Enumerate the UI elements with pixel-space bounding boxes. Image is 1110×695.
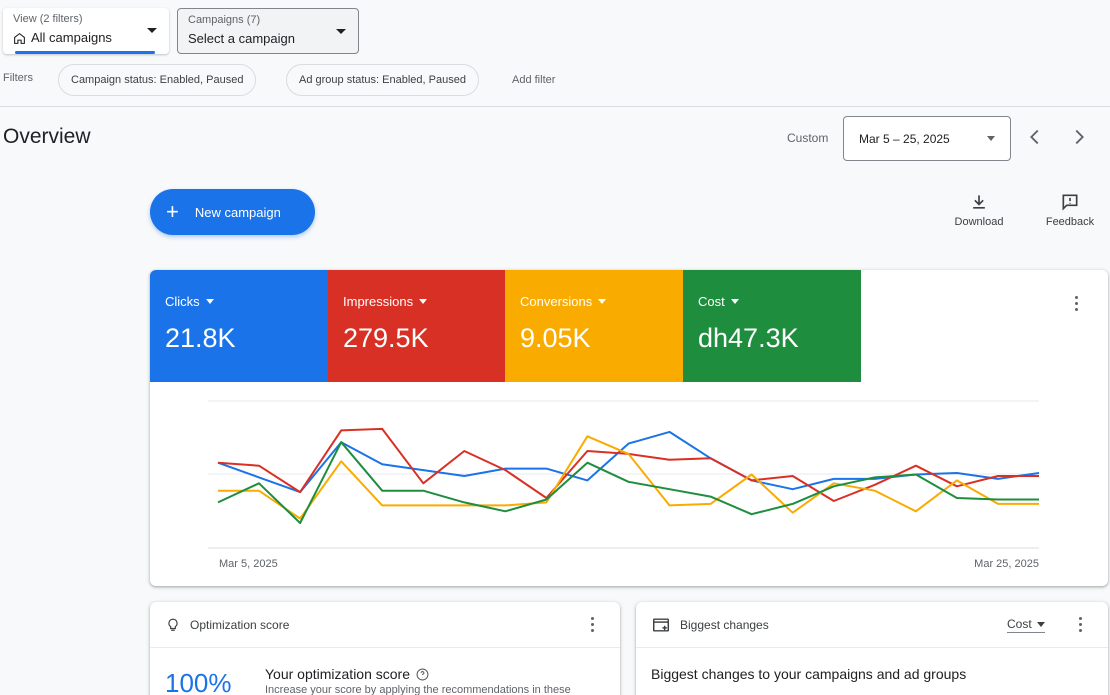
feedback-icon (1062, 194, 1078, 211)
caret-down-icon (205, 299, 214, 304)
optimization-description: Increase your score by applying the reco… (265, 684, 571, 695)
optimization-card-title: Optimization score (190, 617, 290, 632)
more-options-icon[interactable] (587, 617, 597, 635)
optimization-heading: Your optimization score (265, 666, 411, 682)
date-range-type: Custom (787, 131, 829, 145)
date-range-value: Mar 5 – 25, 2025 (859, 132, 950, 146)
caret-down-icon (419, 299, 428, 304)
feedback-button[interactable]: Feedback (1042, 192, 1098, 228)
performance-card: Clicks 21.8K Impressions 279.5K Conversi… (150, 270, 1108, 586)
add-to-screen-icon (653, 617, 669, 632)
chevron-left-icon (1030, 129, 1039, 145)
metric-label: Clicks (165, 294, 200, 309)
help-icon[interactable] (416, 668, 429, 681)
next-period-button[interactable] (1068, 126, 1090, 150)
series-line-cost (217, 441, 1039, 524)
metric-value: dh47.3K (698, 323, 799, 353)
metric-label: Cost (698, 294, 725, 309)
filters-label: Filters (3, 72, 33, 84)
divider (0, 106, 1110, 107)
performance-chart: Mar 5, 2025 Mar 25, 2025 (208, 400, 1040, 570)
previous-period-button[interactable] (1024, 126, 1046, 150)
feedback-label: Feedback (1045, 216, 1095, 228)
x-axis-end-label: Mar 25, 2025 (974, 558, 1039, 570)
plus-icon: + (166, 199, 179, 224)
chevron-down-icon (987, 136, 995, 141)
optimization-score-value: 100% (165, 668, 232, 695)
x-axis-start-label: Mar 5, 2025 (219, 558, 278, 570)
view-selector-value: All campaigns (31, 30, 112, 45)
lightbulb-icon (168, 618, 178, 631)
download-icon (973, 195, 985, 209)
filter-chip-ad-group-status[interactable]: Ad group status: Enabled, Paused (286, 64, 479, 96)
metric-value: 279.5K (343, 323, 429, 353)
download-button[interactable]: Download (950, 192, 1008, 228)
metric-dropdown-value: Cost (1007, 617, 1032, 631)
home-icon (14, 32, 25, 44)
view-selector[interactable]: View (2 filters) All campaigns (3, 8, 169, 54)
series-line-conversions (218, 435, 1039, 520)
caret-down-icon (598, 299, 607, 304)
biggest-changes-heading: Biggest changes to your campaigns and ad… (651, 666, 967, 682)
metric-value: 9.05K (520, 323, 591, 353)
filter-chip-campaign-status[interactable]: Campaign status: Enabled, Paused (58, 64, 257, 96)
more-options-icon[interactable] (1071, 296, 1081, 314)
biggest-changes-card: Biggest changes Cost Biggest changes to … (636, 602, 1108, 695)
chevron-down-icon (147, 28, 157, 33)
metric-dropdown[interactable]: Cost (1007, 617, 1045, 633)
campaign-selector-value: Select a campaign (188, 31, 295, 46)
chevron-right-icon (1075, 129, 1084, 145)
metric-tile-conversions[interactable]: Conversions 9.05K (505, 270, 683, 382)
metric-tile-cost[interactable]: Cost dh47.3K (683, 270, 861, 382)
campaign-selector-caption: Campaigns (7) (188, 14, 261, 26)
page-title: Overview (3, 125, 91, 148)
chevron-down-icon (336, 29, 346, 34)
new-campaign-label: New campaign (194, 204, 281, 220)
new-campaign-button[interactable]: + New campaign (150, 189, 315, 235)
metric-tile-clicks[interactable]: Clicks 21.8K (150, 270, 328, 382)
metric-tile-impressions[interactable]: Impressions 279.5K (328, 270, 506, 382)
caret-down-icon (730, 299, 739, 304)
download-label: Download (954, 216, 1004, 228)
biggest-changes-title: Biggest changes (680, 617, 769, 632)
metric-value: 21.8K (165, 323, 236, 353)
date-range-picker[interactable]: Mar 5 – 25, 2025 (843, 116, 1011, 161)
more-options-icon[interactable] (1075, 617, 1085, 635)
campaign-selector[interactable]: Campaigns (7) Select a campaign (177, 8, 359, 54)
metric-label: Conversions (520, 294, 593, 309)
caret-down-icon (1036, 621, 1045, 627)
metric-label: Impressions (343, 294, 414, 309)
optimization-score-card: Optimization score 100% Your optimizatio… (150, 602, 620, 695)
series-line-impressions (217, 427, 1039, 502)
view-selector-caption: View (2 filters) (13, 13, 83, 25)
add-filter-link[interactable]: Add filter (512, 74, 556, 86)
